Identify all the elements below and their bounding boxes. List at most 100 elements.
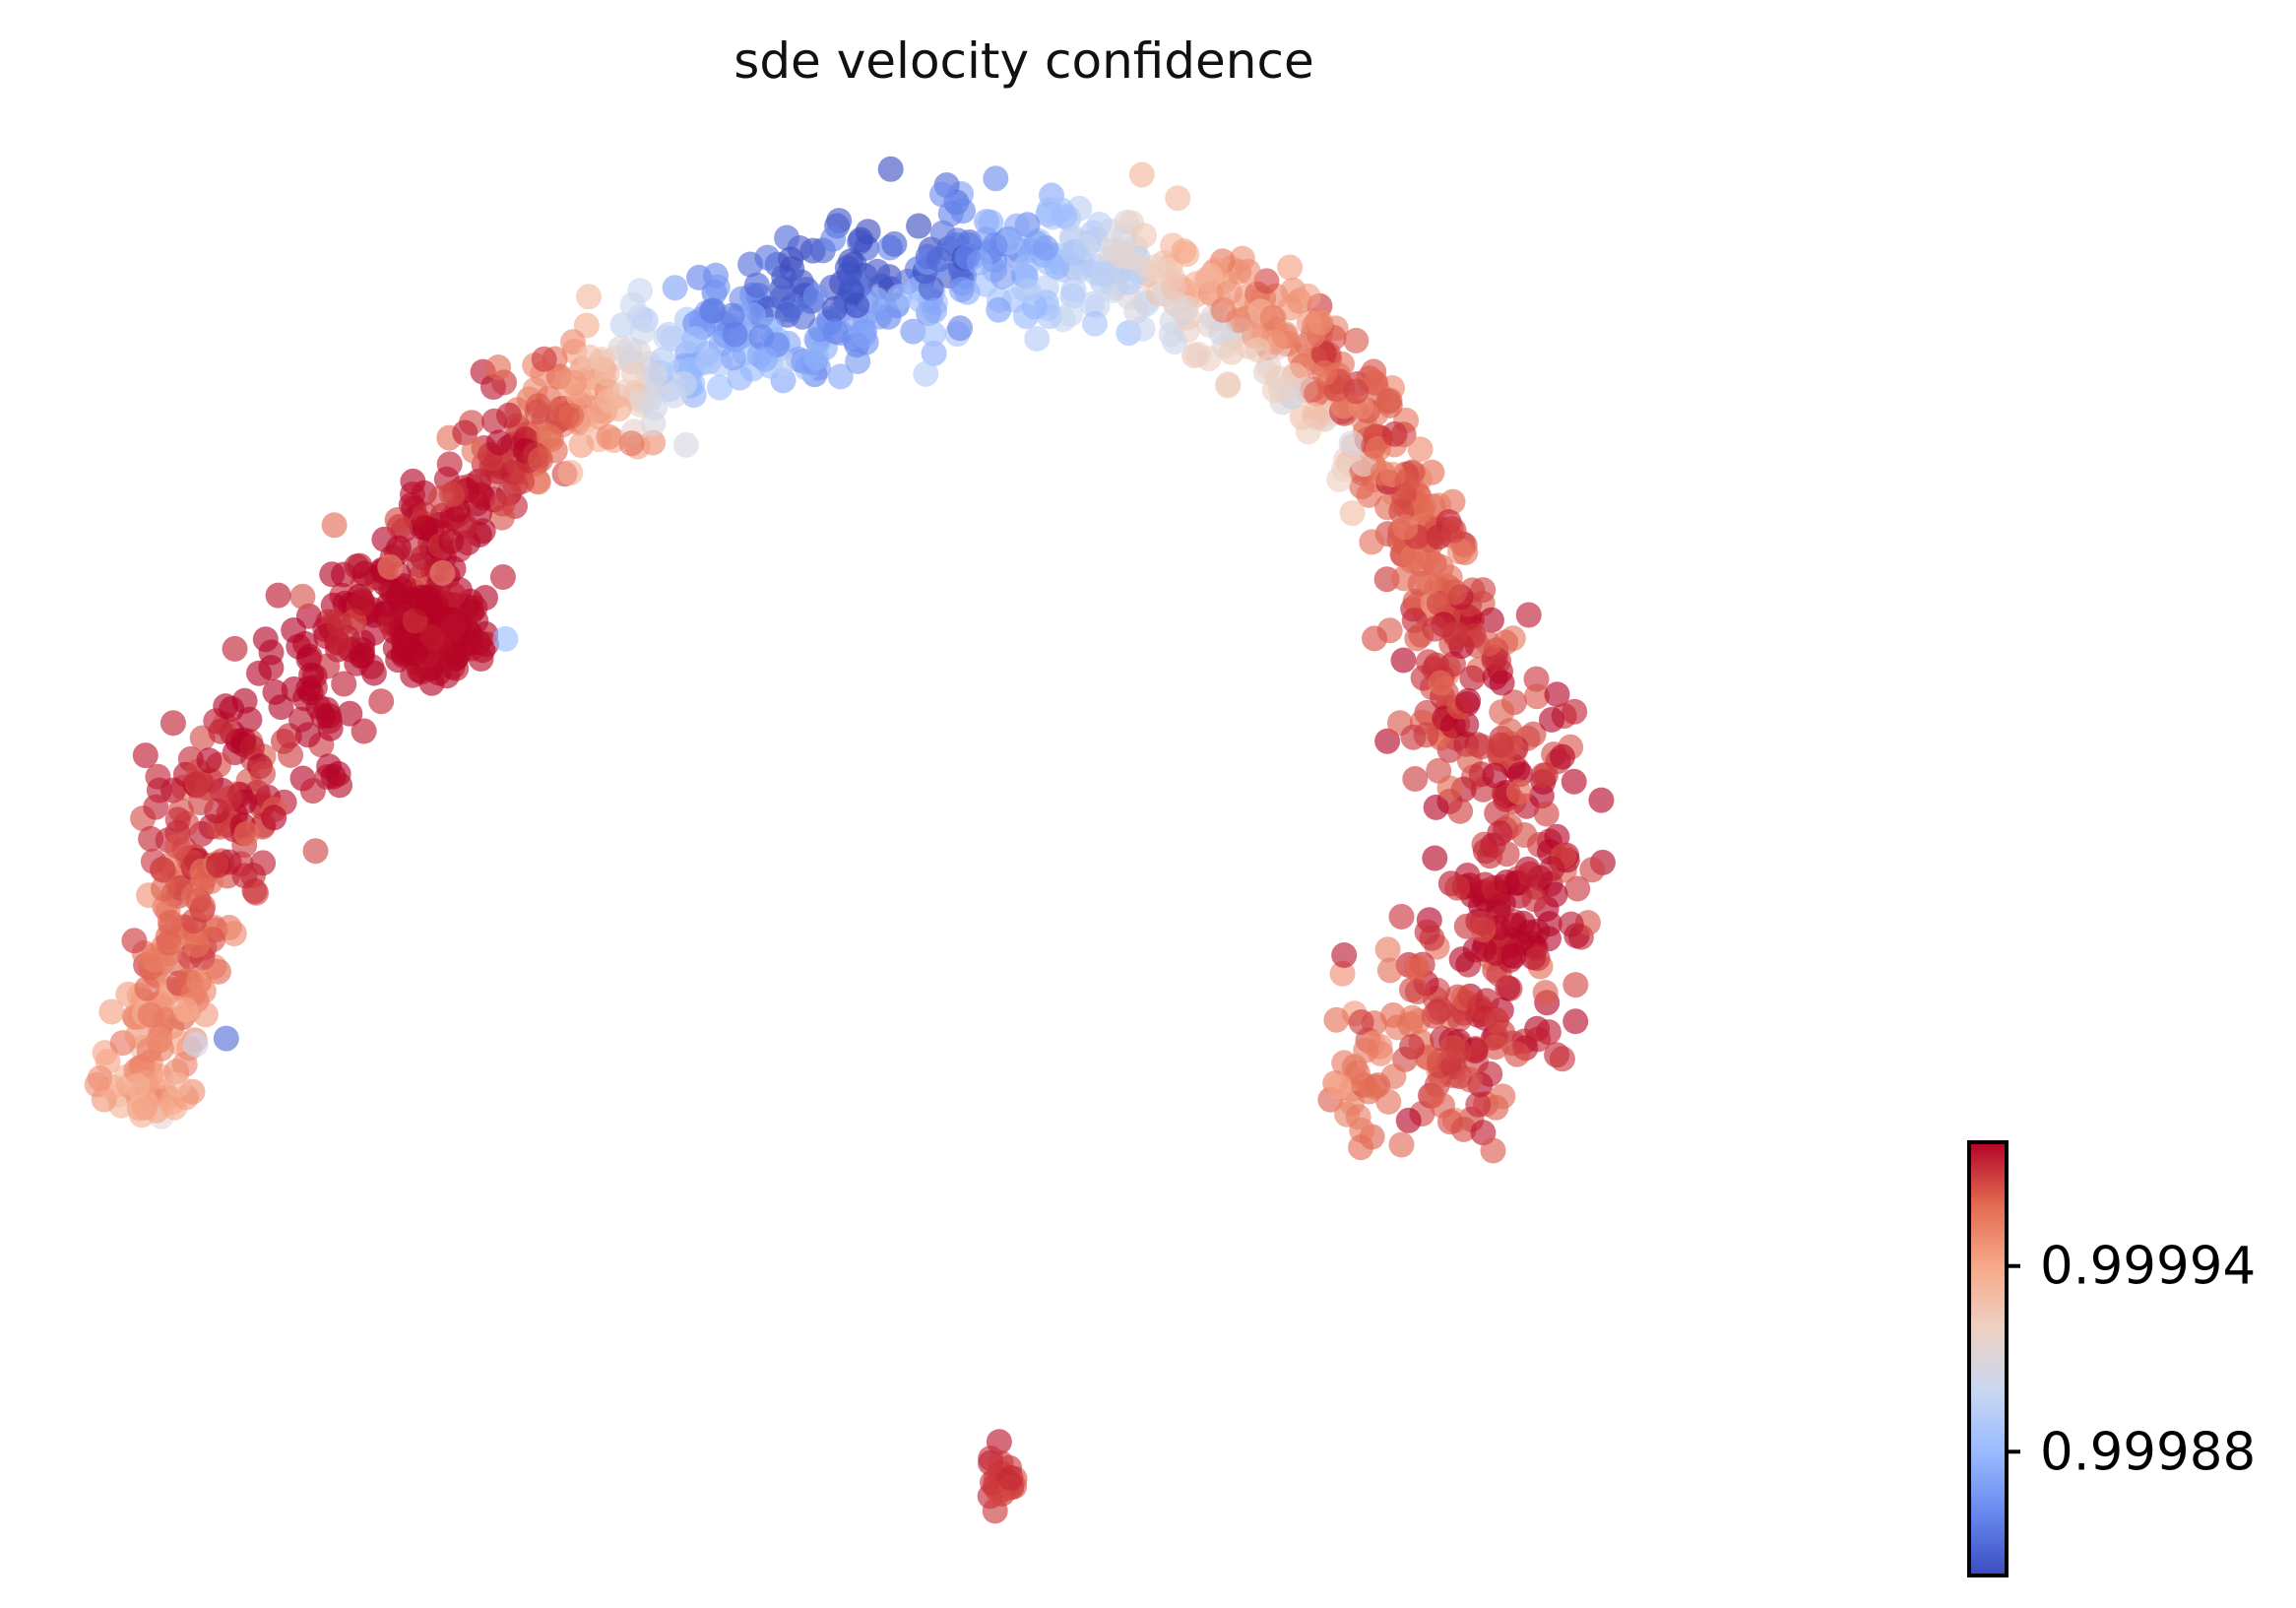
scatter-point-1178	[1304, 380, 1330, 407]
scatter-point-566	[1515, 602, 1542, 628]
scatter-point-1364	[918, 275, 944, 301]
scatter-point-1016	[1086, 211, 1113, 237]
scatter-point-739	[351, 718, 377, 744]
scatter-point-1231	[489, 564, 516, 590]
scatter-point-201	[246, 660, 272, 686]
scatter-point-1678	[429, 559, 456, 586]
scatter-point-1272	[1185, 342, 1212, 367]
scatter-point-1002	[1344, 1060, 1371, 1086]
scatter-point-1373	[151, 875, 176, 902]
scatter-point-1331	[1141, 254, 1168, 281]
scatter-point-1381	[531, 346, 557, 372]
scatter-point-1226	[157, 909, 183, 935]
scatter-point-1146	[629, 318, 656, 345]
colorbar-gradient	[1969, 1142, 2007, 1576]
colorbar-ticks: 0.99988 0.99994	[2007, 1237, 2256, 1482]
scatter-point-1162	[1173, 294, 1199, 321]
scatter-point-1463	[1448, 946, 1475, 973]
scatter-point-1390	[1218, 339, 1244, 365]
scatter-point-917	[706, 374, 733, 401]
scatter-point-1267	[802, 284, 829, 309]
scatter-point-1265	[1530, 762, 1557, 789]
scatter-point-1222	[1375, 1088, 1402, 1115]
scatter-point-736	[221, 921, 247, 947]
scatter-point-1192	[159, 710, 186, 737]
scatter-point-1349	[286, 633, 312, 660]
scatter-point-1221	[536, 423, 562, 450]
scatter-point-908	[368, 688, 395, 715]
scatter-point-1449	[844, 292, 870, 319]
scatter-point-1203	[289, 583, 316, 610]
scatter-point-1680	[321, 512, 348, 539]
scatter-point-37	[1329, 960, 1356, 987]
scatter-point-1430	[1343, 378, 1370, 405]
scatter-point-1181	[1521, 886, 1548, 913]
scatter-point-1341	[265, 582, 291, 609]
scatter-point-1432	[695, 348, 722, 374]
scatter-point-1280	[348, 643, 374, 670]
scatter-point-1422	[821, 295, 848, 322]
scatter-point-1438	[1500, 943, 1527, 969]
scatter-point-1648	[440, 612, 467, 639]
scatter-point-1457	[172, 997, 199, 1023]
scatter-point-1033	[720, 345, 746, 371]
scatter-point-1427	[1471, 935, 1498, 962]
scatter-point-1104	[124, 1022, 151, 1049]
scatter-point-186	[268, 694, 294, 721]
scatter-point-749	[1542, 881, 1568, 908]
scatter-point-1645	[459, 599, 485, 625]
scatter-point-897	[1480, 1137, 1506, 1164]
scatter-point-1466	[820, 225, 847, 252]
scatter-point-536	[1374, 728, 1401, 754]
scatter-point-1639	[382, 635, 409, 662]
scatter-point-498	[331, 671, 357, 697]
scatter-point-1469	[233, 820, 260, 847]
scatter-point-1355	[803, 345, 830, 371]
scatter-point-1179	[682, 326, 709, 353]
scatter-point-1388	[134, 975, 160, 1001]
scatter-point-974	[299, 778, 326, 804]
scatter-point-1486	[485, 429, 512, 456]
scatter-point-887	[1348, 1134, 1374, 1161]
scatter-point-1130	[143, 794, 169, 820]
scatter-point-1404	[146, 1026, 172, 1053]
scatter-point-517	[1478, 607, 1504, 633]
scatter-point-1454	[1482, 762, 1508, 789]
scatter-point-1413	[596, 423, 622, 450]
scatter-point-1180	[1338, 430, 1365, 457]
scatter-point-1374	[922, 297, 948, 324]
scatter-point-1213	[1331, 942, 1358, 968]
scatter-point-1287	[558, 403, 585, 429]
scatter-point-1476	[250, 760, 276, 787]
scatter-point-1411	[1428, 670, 1454, 696]
scatter-point-1356	[1408, 497, 1435, 524]
scatter-point-768	[1343, 327, 1370, 354]
scatter-point-1276	[1405, 957, 1432, 984]
scatter-point-505	[1356, 482, 1382, 508]
scatter-point-1459	[350, 590, 376, 616]
scatter-point-1451	[1392, 514, 1419, 541]
scatter-point-563	[662, 275, 688, 301]
scatter-point-1677	[377, 553, 404, 580]
scatter-point-686	[1376, 957, 1403, 984]
scatter-point-1379	[1445, 1038, 1472, 1064]
scatter-point-814	[1129, 315, 1156, 342]
scatter-point-1109	[1161, 275, 1187, 301]
scatter-point-1674	[492, 625, 519, 652]
scatter-point-1018	[950, 198, 976, 225]
scatter-point-1461	[297, 679, 324, 706]
scatter-point-1407	[881, 230, 908, 257]
scatter-point-1484	[871, 294, 898, 321]
scatter-point-1491	[1307, 309, 1334, 336]
scatter-point-899	[1419, 925, 1445, 951]
scatter-point-1495	[822, 318, 849, 345]
scatter-point-1131	[1310, 341, 1337, 367]
scatter-point-1475	[1273, 321, 1300, 348]
scatter-point-1448	[1244, 337, 1271, 363]
scatter-point-680	[743, 272, 770, 298]
scatter-point-1211	[1524, 918, 1551, 944]
scatter-point-882	[906, 213, 932, 239]
scatter-point-1108	[1558, 911, 1584, 937]
scatter-point-1336	[1362, 369, 1388, 396]
scatter-point-1439	[1345, 1104, 1371, 1130]
